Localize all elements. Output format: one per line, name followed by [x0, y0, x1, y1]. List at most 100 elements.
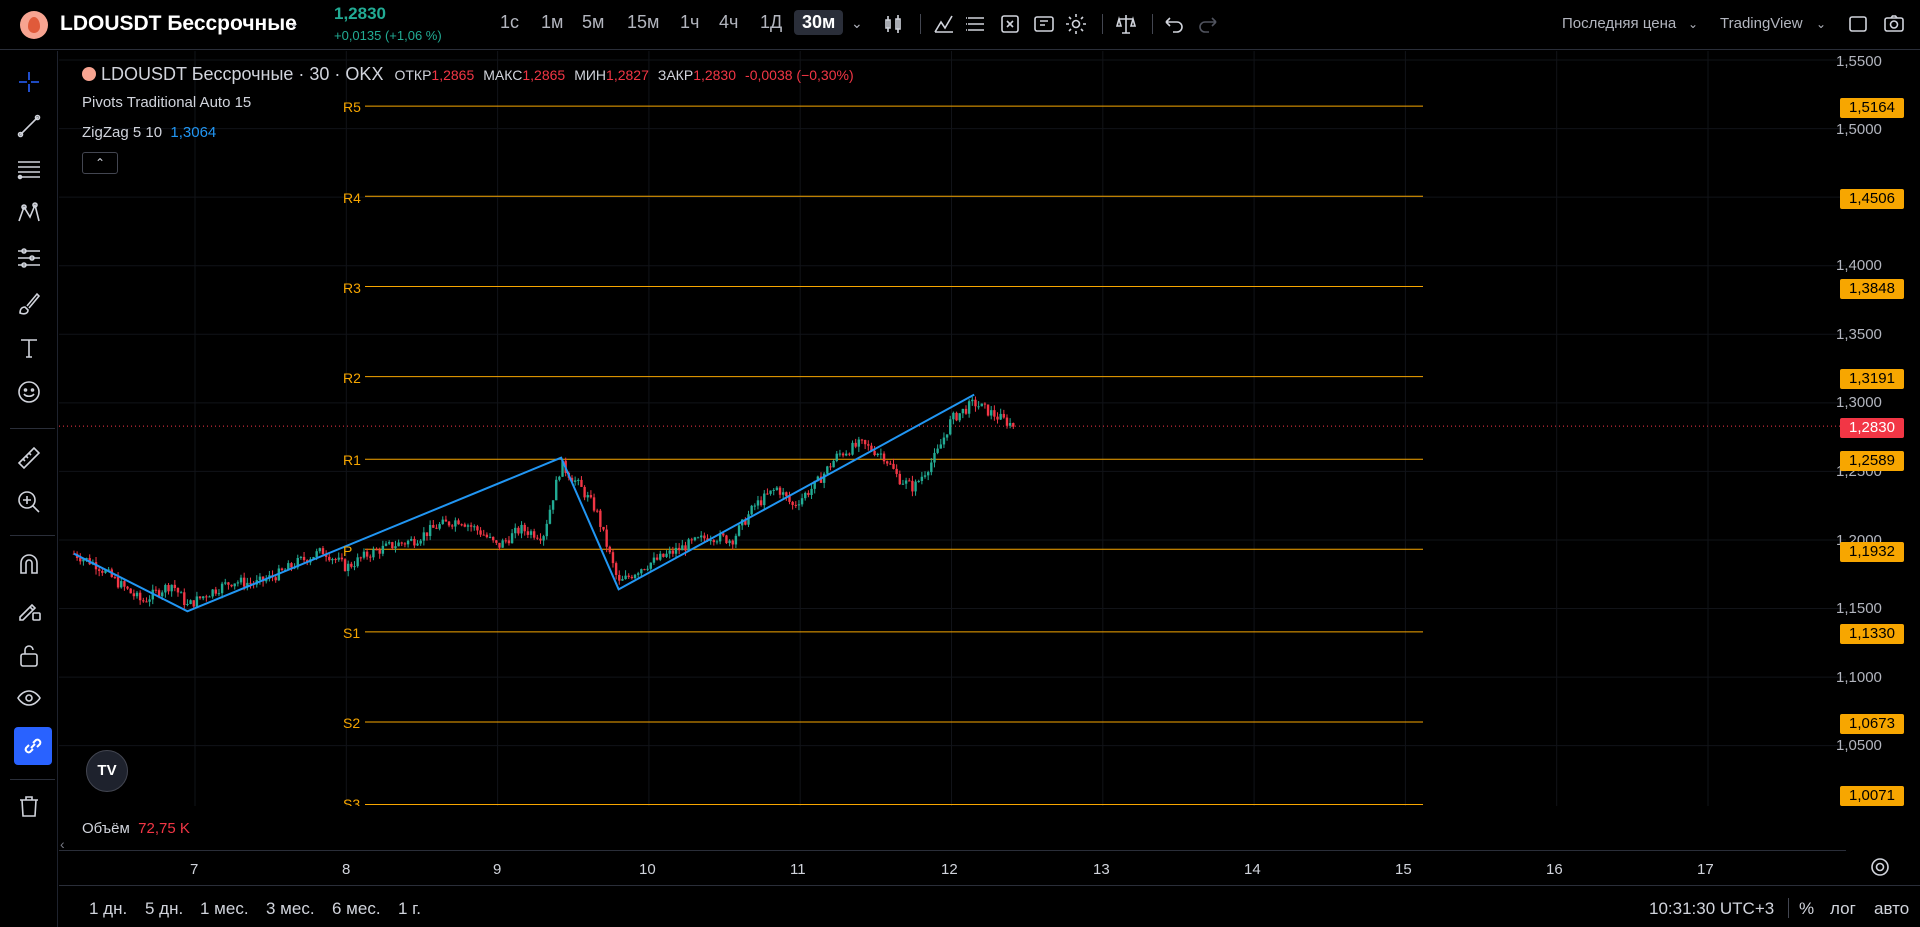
price-tag-r5: 1,5164	[1840, 98, 1904, 118]
candle-body	[901, 483, 905, 485]
compare-scale-icon[interactable]	[1114, 12, 1138, 36]
replay-icon[interactable]	[1032, 12, 1056, 36]
candle-body	[485, 534, 489, 538]
symbol-title[interactable]: LDOUSDT Бессрочные	[60, 12, 297, 35]
link-icon[interactable]	[14, 727, 52, 765]
chevron-left-icon[interactable]: ‹	[60, 836, 65, 852]
magnet-icon[interactable]	[16, 551, 42, 577]
candle-body	[135, 592, 139, 597]
candle-body	[82, 559, 85, 562]
pivot-label-r3: R3	[343, 280, 361, 296]
timeframe-chevron-icon[interactable]: ⌄	[851, 15, 863, 31]
fullscreen-icon[interactable]	[1846, 12, 1870, 36]
trendline-icon[interactable]	[16, 113, 42, 139]
candle-body	[491, 536, 495, 541]
trash-icon[interactable]	[16, 793, 42, 819]
timeframe-5m[interactable]: 5м	[582, 12, 605, 32]
candle-body	[205, 596, 208, 598]
price-type-selector[interactable]: Последняя цена	[1562, 15, 1677, 32]
auto-toggle[interactable]: авто	[1874, 899, 1910, 918]
time-axis[interactable]: 7 8 9 10 11 12 13 14 15 16 17	[59, 850, 1846, 884]
lock-drawing-icon[interactable]	[16, 597, 42, 623]
price-scale-label: 1,4000	[1836, 257, 1882, 274]
zigzag-indicator[interactable]: ZigZag 5 10 1,3064	[82, 124, 216, 141]
candle-body	[432, 525, 435, 528]
redo-icon[interactable]	[1196, 12, 1220, 36]
pivot-label-r2: R2	[343, 370, 361, 386]
crosshair-icon[interactable]	[16, 69, 42, 95]
chevron-down-icon[interactable]: ⌄	[1688, 17, 1699, 31]
range-1m[interactable]: 1 мес.	[200, 899, 249, 918]
price-tag-p: 1,1932	[1840, 542, 1904, 562]
range-6m[interactable]: 6 мес.	[332, 899, 381, 918]
chart-settings-icon[interactable]	[1868, 855, 1892, 879]
candle-body	[977, 406, 980, 408]
settings-gear-icon[interactable]	[1064, 12, 1088, 36]
candle-body	[258, 576, 262, 581]
candle-body	[873, 450, 876, 456]
eye-icon[interactable]	[16, 685, 42, 711]
candle-body	[668, 550, 671, 554]
candle-body	[331, 559, 334, 561]
templates-icon[interactable]	[964, 12, 988, 36]
percent-toggle[interactable]: %	[1799, 899, 1815, 918]
unlock-icon[interactable]	[16, 643, 42, 669]
pivot-label-r4: R4	[343, 190, 361, 206]
timeframe-1h[interactable]: 1ч	[680, 12, 700, 32]
log-toggle[interactable]: лог	[1830, 899, 1856, 918]
range-5d[interactable]: 5 дн.	[145, 899, 184, 918]
candle-body	[529, 531, 533, 535]
tradingview-logo-icon[interactable]: TV	[86, 750, 128, 792]
timeframe-1s[interactable]: 1с	[500, 12, 520, 32]
candle-body	[983, 403, 987, 405]
text-icon[interactable]	[16, 335, 42, 361]
ruler-icon[interactable]	[16, 445, 42, 471]
alert-icon[interactable]	[998, 12, 1022, 36]
candle-body	[239, 577, 243, 583]
candle-body	[120, 581, 123, 588]
emoji-icon[interactable]	[16, 379, 42, 405]
candle-body	[845, 453, 848, 456]
legend-collapse-button[interactable]: ⌃	[82, 152, 118, 174]
candle-body	[911, 480, 914, 492]
pivots-indicator-label[interactable]: Pivots Traditional Auto 15	[82, 94, 252, 111]
pivot-label-r1: R1	[343, 452, 361, 468]
timeframe-4h[interactable]: 4ч	[719, 12, 739, 32]
candle-body	[378, 549, 381, 554]
brush-icon[interactable]	[16, 291, 42, 317]
range-3m[interactable]: 3 мес.	[266, 899, 315, 918]
candle-body	[198, 596, 202, 599]
legend-symbol[interactable]: LDOUSDT Бессрочные · 30 · OKX	[101, 64, 384, 84]
range-1d[interactable]: 1 дн.	[89, 899, 128, 918]
high-label: МАКС	[483, 67, 523, 83]
candle-body	[882, 453, 886, 462]
candle-body	[208, 596, 211, 598]
clock[interactable]: 10:31:30 UTC+3	[1649, 899, 1775, 918]
timeframe-1m[interactable]: 1м	[541, 12, 564, 32]
undo-icon[interactable]	[1162, 12, 1186, 36]
candle-body	[422, 532, 426, 541]
timeframe-1d[interactable]: 1Д	[760, 12, 783, 32]
candle-body	[161, 592, 164, 597]
chart-legend: LDOUSDT Бессрочные · 30 · OKX ОТКР1,2865…	[82, 64, 854, 85]
candle-body	[602, 526, 605, 530]
range-1y[interactable]: 1 г.	[398, 899, 422, 918]
candle-body	[1012, 423, 1015, 427]
timeframe-30m[interactable]: 30м	[794, 10, 844, 35]
pattern-icon[interactable]	[16, 201, 42, 227]
zoom-in-icon[interactable]	[16, 489, 42, 515]
fib-lines-icon[interactable]	[16, 157, 42, 183]
forecast-icon[interactable]	[16, 245, 42, 271]
timeframe-15m[interactable]: 15м	[627, 12, 660, 32]
candle-body	[671, 550, 675, 554]
chevron-down-icon[interactable]: ⌄	[1816, 17, 1827, 31]
candle-body	[343, 559, 347, 572]
chevron-down-icon[interactable]: ⌄	[288, 14, 300, 30]
indicators-icon[interactable]	[932, 12, 956, 36]
source-selector[interactable]: TradingView	[1720, 15, 1803, 32]
candle-body	[728, 540, 731, 544]
candles-icon[interactable]	[882, 12, 906, 36]
candle-body	[369, 556, 372, 558]
snapshot-icon[interactable]	[1882, 12, 1906, 36]
